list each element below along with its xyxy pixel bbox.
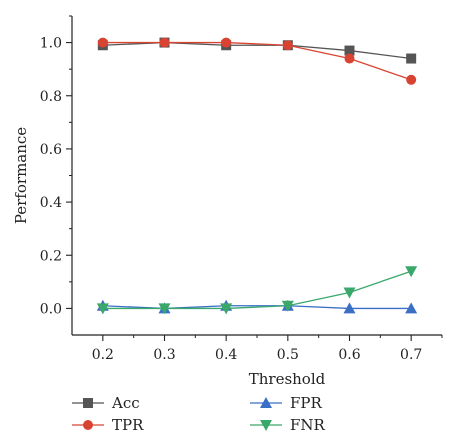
data-point-tpr <box>282 40 293 51</box>
y-tick-label: 0.4 <box>40 195 62 211</box>
x-tick-label: 0.3 <box>153 347 175 363</box>
y-tick-label: 0.2 <box>40 248 62 264</box>
data-point-acc <box>344 45 355 56</box>
legend-label-acc: Acc <box>111 394 140 412</box>
legend-item-acc: Acc <box>72 394 140 412</box>
legend-label-fnr: FNR <box>290 416 326 434</box>
y-tick-label: 1.0 <box>40 36 62 52</box>
data-point-fnr <box>405 266 418 278</box>
data-point-tpr <box>221 37 232 48</box>
data-point-fpr <box>405 302 418 314</box>
data-point-fpr <box>343 302 356 314</box>
y-tick-label: 0.0 <box>40 301 62 317</box>
x-tick-label: 0.6 <box>338 347 360 363</box>
data-point-tpr <box>97 37 108 48</box>
data-point-fnr <box>96 303 109 315</box>
legend-marker-fpr <box>260 397 272 408</box>
legend-item-tpr: TPR <box>72 416 144 434</box>
y-tick-label: 0.6 <box>40 142 62 158</box>
series-line-acc <box>102 41 412 60</box>
data-point-tpr <box>406 74 417 85</box>
series-fnr <box>96 266 418 315</box>
legend-item-fpr: FPR <box>250 394 323 412</box>
x-tick-label: 0.7 <box>400 347 422 363</box>
x-axis-title: Threshold <box>249 370 326 388</box>
data-point-fnr <box>343 287 356 299</box>
legend-label-tpr: TPR <box>112 416 144 434</box>
axes: 0.0 0.2 0.4 0.6 0.8 1.0 0.2 0.3 0.4 0.5 0.6 0.7 <box>40 15 443 363</box>
data-point-fnr <box>281 300 294 312</box>
data-point-fnr <box>158 303 171 315</box>
series-layer <box>96 37 418 315</box>
data-point-tpr <box>344 53 355 64</box>
legend-marker-acc <box>83 398 93 408</box>
data-point-acc <box>406 53 417 64</box>
y-tick-label: 0.8 <box>40 89 62 105</box>
data-point-fnr <box>220 303 233 315</box>
legend-marker-tpr <box>83 420 93 430</box>
data-point-tpr <box>159 37 170 48</box>
series-tpr <box>97 37 417 85</box>
x-tick-label: 0.2 <box>92 347 114 363</box>
legend-marker-fnr <box>260 420 272 431</box>
series-line-tpr <box>102 41 412 81</box>
series-line-fnr <box>102 270 412 310</box>
x-tick-label: 0.5 <box>277 347 299 363</box>
legend-item-fnr: FNR <box>250 416 326 434</box>
y-axis-title: Performance <box>12 127 30 224</box>
x-tick-label: 0.4 <box>215 347 237 363</box>
legend: Acc TPR FPR FNR <box>72 394 326 434</box>
series-acc <box>97 37 417 64</box>
legend-label-fpr: FPR <box>290 394 323 412</box>
